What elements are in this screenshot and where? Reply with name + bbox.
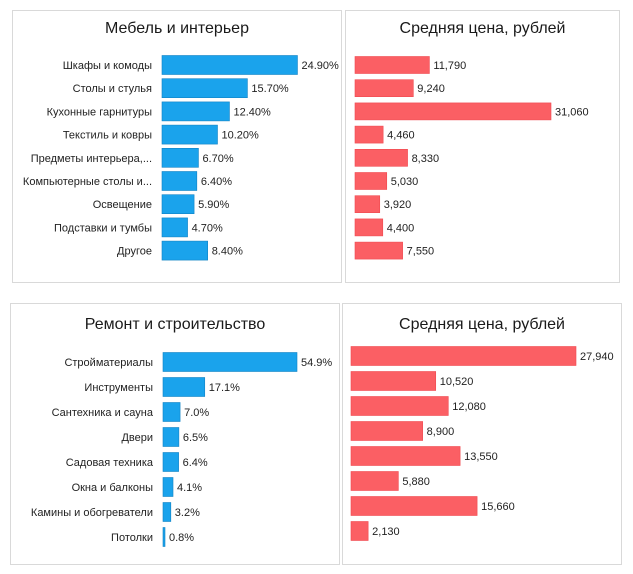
category-label: Текстиль и ковры (63, 130, 152, 142)
data-label: 3.2% (175, 507, 200, 519)
bar (354, 241, 403, 260)
data-label: 8.40% (212, 246, 243, 258)
data-label: 4,400 (387, 222, 415, 234)
data-label: 10,520 (440, 376, 474, 388)
category-label: Шкафы и комоды (63, 60, 152, 72)
furniture-price-panel: Средняя цена, рублей 11,790 9,240 31,060 4,… (345, 10, 620, 283)
bar (161, 78, 248, 98)
bar (354, 195, 381, 213)
category-label: Компьютерные столы и... (23, 176, 152, 188)
category-label: Инструменты (84, 382, 153, 394)
chart-title: Ремонт и строительство (84, 316, 266, 333)
renovation-share-panel: Ремонт и строительство 54.9% Стройматериа… (10, 303, 340, 565)
data-label: 8,900 (427, 426, 455, 438)
chart-title: Средняя цена, рублей (399, 316, 565, 333)
data-label: 6.5% (183, 432, 208, 444)
data-label: 15,660 (481, 501, 515, 513)
bar (162, 452, 179, 472)
data-label: 27,940 (580, 351, 614, 363)
data-label: 11,790 (433, 60, 466, 72)
bar (354, 56, 430, 74)
chart-title: Мебель и интерьер (105, 20, 249, 37)
data-label: 4.1% (177, 482, 202, 494)
data-label: 2,130 (372, 526, 400, 538)
chart-title: Средняя цена, рублей (399, 20, 566, 37)
bar (161, 124, 218, 145)
renovation-share-chart: 54.9% Стройматериалы 17.1% Инструменты 7.0% С… (31, 352, 332, 547)
bar (350, 471, 399, 491)
bar (161, 171, 198, 191)
bar (162, 477, 174, 497)
bar (350, 371, 437, 391)
bar (354, 79, 414, 97)
data-label: 4,460 (387, 130, 415, 142)
furniture-share-chart: 24.90% Шкафы и комоды 15.70% Столы и стулья… (23, 55, 339, 261)
data-label: 3,920 (384, 199, 412, 211)
bar (354, 149, 408, 167)
bar (162, 427, 180, 447)
data-label: 13,550 (464, 451, 498, 463)
category-label: Потолки (111, 532, 153, 544)
data-label: 7.0% (184, 407, 209, 419)
bar (161, 194, 195, 214)
bar (162, 377, 206, 397)
category-label: Другое (117, 246, 152, 258)
bar (161, 101, 230, 122)
data-label: 10.20% (221, 130, 259, 142)
bar (350, 496, 478, 516)
furniture-share-panel: Мебель и интерьер 24.90% Шкафы и комоды 15… (12, 10, 342, 283)
data-label: 0.8% (169, 532, 194, 544)
bar (350, 521, 369, 541)
furniture-price-chart: 11,790 9,240 31,060 4,460 8,330 5,030 3,920 4,4… (354, 56, 589, 260)
data-label: 8,330 (412, 153, 440, 165)
data-label: 6.40% (201, 176, 232, 188)
data-label: 6.4% (183, 457, 208, 469)
data-label: 5.90% (198, 199, 229, 211)
renovation-price-panel: Средняя цена, рублей 27,940 10,520 12,080 8… (342, 303, 622, 565)
category-label: Подставки и тумбы (54, 222, 152, 234)
data-label: 5,030 (391, 176, 419, 188)
data-label: 6.70% (202, 153, 233, 165)
renovation-price-chart: 27,940 10,520 12,080 8,900 13,550 5,880 15,660… (350, 346, 614, 541)
category-label: Сантехника и сауна (52, 407, 154, 419)
data-label: 15.70% (251, 83, 289, 95)
bar (350, 346, 577, 366)
category-label: Садовая техника (66, 457, 154, 469)
bar (161, 240, 208, 261)
data-label: 12,080 (452, 401, 486, 413)
bar (350, 421, 423, 441)
data-label: 24.90% (301, 60, 339, 72)
bar (354, 125, 384, 144)
category-label: Камины и обогреватели (31, 507, 153, 519)
data-label: 12.40% (233, 106, 271, 118)
bar (350, 396, 449, 416)
category-label: Предметы интерьера,... (31, 153, 152, 165)
category-label: Стройматериалы (64, 357, 153, 369)
bar (162, 502, 172, 522)
bar (354, 218, 384, 237)
data-label: 17.1% (209, 382, 240, 394)
category-label: Окна и балконы (72, 482, 154, 494)
bar (161, 55, 298, 75)
bar (161, 148, 199, 168)
data-label: 4.70% (192, 222, 223, 234)
bar (354, 102, 552, 121)
category-label: Освещение (93, 199, 152, 211)
data-label: 7,550 (407, 246, 435, 258)
bar (354, 172, 388, 190)
data-label: 9,240 (417, 83, 445, 95)
category-label: Кухонные гарнитуры (47, 106, 153, 118)
data-label: 54.9% (301, 357, 332, 369)
bar (162, 527, 166, 547)
data-label: 31,060 (555, 106, 589, 118)
bar (162, 402, 181, 422)
bar (161, 217, 188, 238)
bar (350, 446, 461, 466)
category-label: Двери (121, 432, 153, 444)
bar (162, 352, 298, 372)
data-label: 5,880 (402, 476, 430, 488)
category-label: Столы и стулья (73, 83, 152, 95)
